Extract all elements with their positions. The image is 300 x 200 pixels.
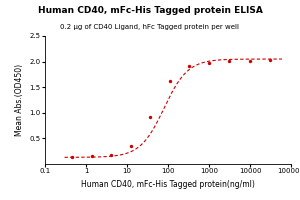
- Point: [70, 155, 74, 158]
- Point: [248, 59, 252, 62]
- Text: 0.2 μg of CD40 Ligand, hFc Tagged protein per well: 0.2 μg of CD40 Ligand, hFc Tagged protei…: [61, 24, 239, 30]
- Point: [89, 155, 94, 158]
- Point: [187, 64, 192, 67]
- Text: Human CD40, mFc-His Tagged protein ELISA: Human CD40, mFc-His Tagged protein ELISA: [38, 6, 262, 15]
- Point: [148, 115, 153, 118]
- Point: [128, 144, 133, 148]
- Point: [226, 59, 231, 62]
- X-axis label: Human CD40, mFc-His Tagged protein(ng/ml): Human CD40, mFc-His Tagged protein(ng/ml…: [81, 180, 255, 189]
- Point: [207, 62, 212, 65]
- Point: [109, 153, 114, 156]
- Point: [167, 79, 172, 83]
- Point: [267, 58, 272, 62]
- Y-axis label: Mean Abs.(OD450): Mean Abs.(OD450): [15, 64, 24, 136]
